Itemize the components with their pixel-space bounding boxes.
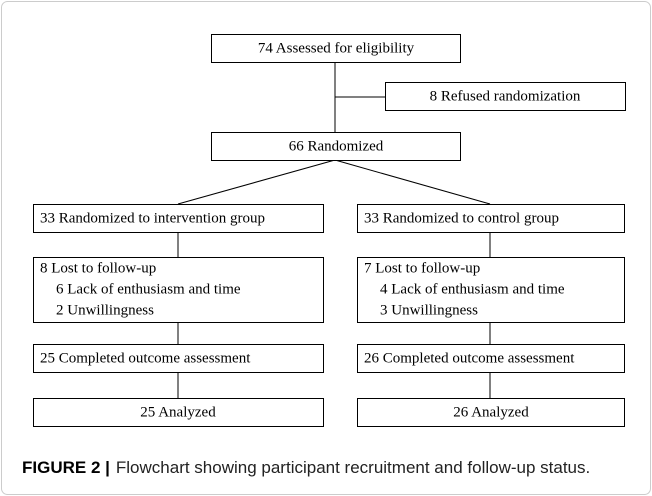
caption-label: FIGURE 2 | bbox=[22, 458, 110, 477]
node-label: 7 Lost to follow-up bbox=[364, 260, 480, 276]
node-box bbox=[211, 132, 461, 161]
node-label: 26 Analyzed bbox=[453, 404, 529, 420]
node-label: 33 Randomized to intervention group bbox=[40, 210, 265, 226]
node-box bbox=[33, 204, 324, 233]
connectors bbox=[177, 62, 491, 398]
node-box bbox=[33, 398, 324, 427]
node-box bbox=[33, 257, 324, 323]
node-label: 2 Unwillingness bbox=[56, 302, 154, 318]
node-box bbox=[357, 398, 625, 427]
node-label: 4 Lack of enthusiasm and time bbox=[380, 281, 565, 297]
node-label: 8 Refused randomization bbox=[430, 88, 581, 104]
node-label: 3 Unwillingness bbox=[380, 302, 478, 318]
node-box bbox=[357, 204, 625, 233]
node-label: 74 Assessed for eligibility bbox=[258, 40, 415, 56]
node-box bbox=[357, 344, 625, 373]
node-box bbox=[33, 344, 324, 373]
node-label: 26 Completed outcome assessment bbox=[364, 350, 575, 366]
node-label: 25 Completed outcome assessment bbox=[40, 350, 251, 366]
node-label: 8 Lost to follow-up bbox=[40, 260, 156, 276]
caption-text: Flowchart showing participant recruitmen… bbox=[116, 458, 590, 477]
node-box bbox=[385, 82, 626, 111]
node-label: 33 Randomized to control group bbox=[364, 210, 559, 226]
node-label: 66 Randomized bbox=[289, 138, 384, 154]
node-label: 25 Analyzed bbox=[140, 404, 216, 420]
node-box bbox=[357, 257, 625, 323]
node-box bbox=[211, 34, 461, 63]
caption: FIGURE 2 | Flowchart showing participant … bbox=[22, 458, 590, 477]
node-label: 6 Lack of enthusiasm and time bbox=[56, 281, 241, 297]
